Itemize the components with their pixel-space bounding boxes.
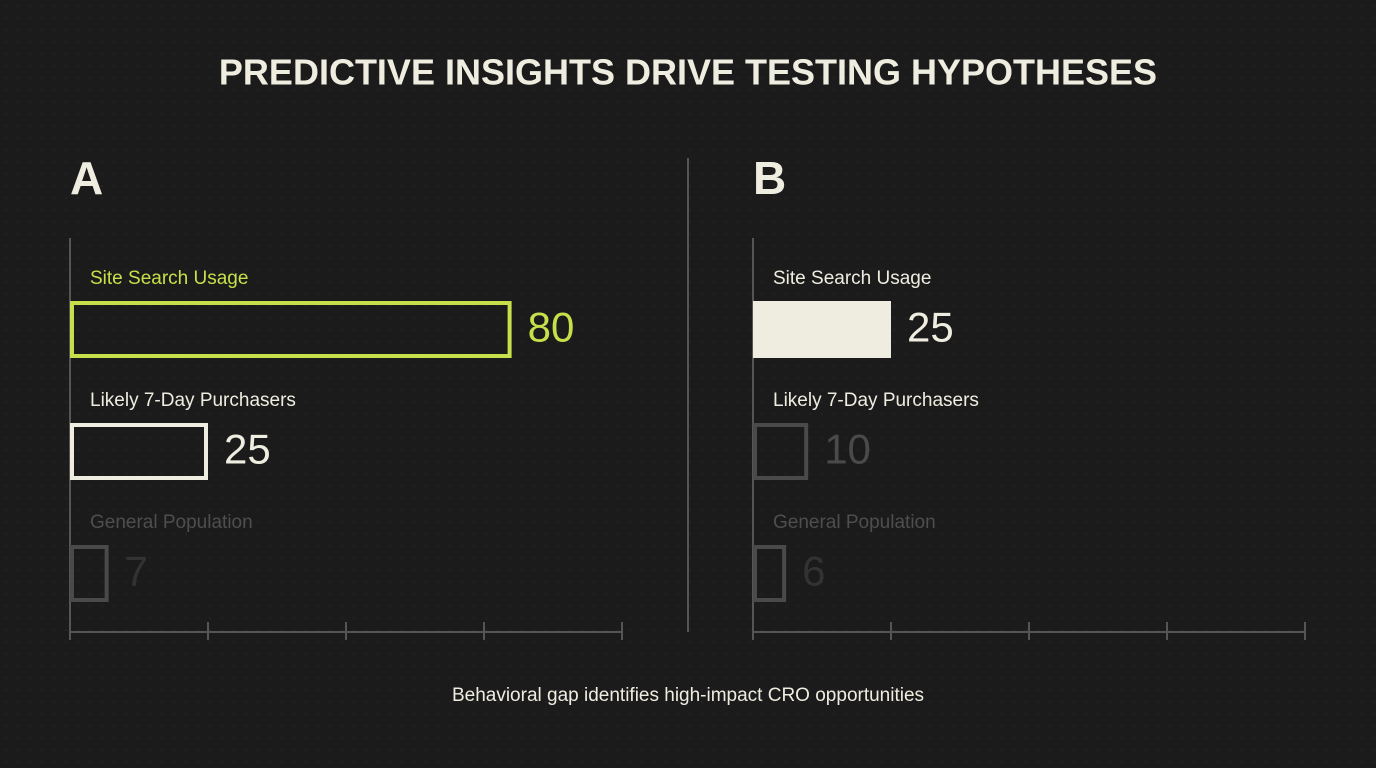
category-label: Site Search Usage (773, 268, 931, 289)
value-label: 6 (802, 548, 825, 595)
value-label: 25 (224, 426, 271, 473)
bar (753, 301, 891, 358)
bar (753, 423, 809, 480)
bar (753, 545, 787, 602)
title: PREDICTIVE INSIGHTS DRIVE TESTING HYPOTH… (219, 52, 1157, 93)
panel-label: B (753, 152, 786, 204)
bar (70, 301, 512, 358)
value-label: 7 (125, 548, 148, 595)
panel-label: A (70, 152, 103, 204)
category-label: General Population (90, 512, 253, 533)
footnote: Behavioral gap identifies high-impact CR… (452, 685, 924, 706)
category-label: General Population (773, 512, 936, 533)
bar (70, 545, 109, 602)
value-label: 25 (907, 304, 954, 351)
category-label: Site Search Usage (90, 268, 248, 289)
value-label: 10 (824, 426, 871, 473)
value-label: 80 (528, 304, 575, 351)
category-label: Likely 7-Day Purchasers (773, 390, 979, 411)
category-label: Likely 7-Day Purchasers (90, 390, 296, 411)
bar (70, 423, 208, 480)
